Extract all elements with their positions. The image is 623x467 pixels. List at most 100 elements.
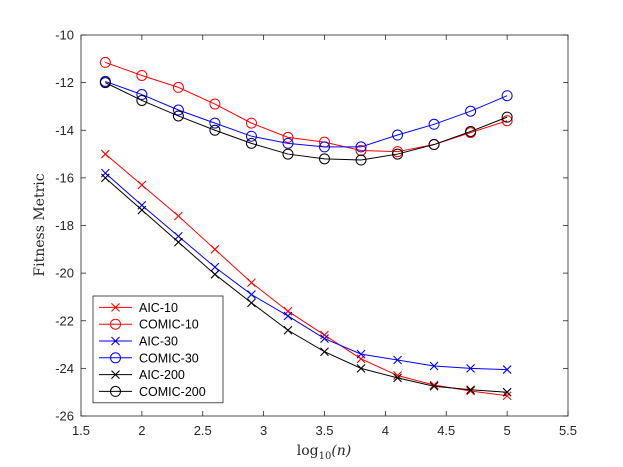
- data-point-comic-30: [501, 90, 513, 102]
- data-point-aic-200: [210, 269, 220, 279]
- data-point-aic-10: [429, 380, 439, 390]
- legend-marker-comic-10: [110, 318, 121, 330]
- data-point-comic-10: [136, 69, 148, 81]
- data-point-comic-10: [282, 131, 294, 143]
- legend: AIC-10 COMIC-10 AIC-30 COMIC-30 AIC-200 COMIC…: [92, 295, 224, 404]
- series-line-aic-30: [105, 172, 508, 371]
- legend-label-comic-10: COMIC-10: [139, 318, 199, 332]
- data-point-comic-30: [209, 117, 221, 129]
- data-point-aic-10: [466, 386, 475, 396]
- data-point-comic-200: [209, 124, 221, 136]
- data-point-aic-30: [320, 334, 329, 343]
- data-point-comic-10: [501, 115, 513, 127]
- legend-marker-aic-200: [111, 370, 120, 379]
- data-point-aic-30: [283, 311, 293, 321]
- data-point-aic-30: [502, 365, 512, 374]
- data-point-aic-200: [174, 237, 183, 247]
- y-tick-label: -10: [55, 28, 74, 43]
- legend-label-aic-30: AIC-30: [139, 335, 178, 349]
- data-point-comic-200: [282, 148, 294, 160]
- x-tick-label: 3.5: [315, 423, 333, 438]
- data-point-comic-200: [428, 139, 440, 151]
- series-line-comic-200: [105, 82, 508, 161]
- data-point-comic-30: [392, 129, 404, 141]
- data-point-comic-200: [245, 137, 257, 149]
- data-point-comic-10: [245, 117, 257, 129]
- data-point-aic-30: [247, 290, 256, 299]
- y-tick-label: -12: [55, 75, 74, 90]
- data-point-aic-10: [137, 180, 147, 190]
- legend-label-comic-200: COMIC-200: [139, 385, 206, 399]
- legend-marker-comic-200: [110, 385, 121, 397]
- data-point-aic-200: [283, 325, 293, 335]
- data-point-aic-30: [466, 363, 475, 373]
- x-tick-label: 5: [504, 423, 511, 438]
- series-line-aic-200: [105, 177, 508, 393]
- data-point-aic-30: [393, 355, 402, 365]
- series-aic-30: [100, 168, 512, 374]
- x-tick-label: 4.5: [437, 423, 455, 438]
- data-point-aic-200: [137, 205, 147, 215]
- y-tick-label: -26: [55, 409, 74, 424]
- data-point-comic-200: [392, 148, 404, 160]
- y-tick-label: -16: [55, 170, 74, 185]
- data-point-aic-10: [210, 244, 220, 254]
- data-point-comic-200: [501, 111, 513, 123]
- x-tick-label: 3: [260, 423, 267, 438]
- data-point-aic-200: [393, 373, 402, 383]
- x-axis-label: log10(n): [297, 443, 352, 462]
- data-point-comic-30: [245, 130, 257, 142]
- data-point-aic-200: [320, 347, 329, 357]
- y-tick-label: -18: [55, 218, 74, 233]
- data-point-aic-30: [429, 361, 439, 371]
- x-tick-label: 2: [138, 423, 145, 438]
- series-aic-200: [100, 173, 512, 397]
- data-point-aic-30: [356, 349, 366, 359]
- data-point-comic-30: [428, 118, 440, 130]
- data-point-aic-10: [174, 211, 183, 221]
- series-line-comic-30: [105, 80, 508, 148]
- data-point-comic-30: [355, 141, 367, 153]
- data-point-comic-10: [99, 56, 111, 68]
- data-point-comic-200: [355, 154, 367, 166]
- data-point-aic-10: [502, 391, 512, 401]
- y-tick-label: -24: [55, 361, 74, 376]
- data-point-comic-10: [172, 81, 184, 93]
- data-point-comic-30: [465, 105, 477, 117]
- y-axis-label: Fitness Metric: [32, 173, 48, 276]
- data-point-comic-30: [172, 104, 184, 116]
- data-point-aic-200: [502, 387, 512, 397]
- data-point-aic-200: [247, 298, 256, 308]
- data-point-aic-10: [320, 330, 329, 340]
- x-axis-label-base: log: [297, 443, 319, 459]
- data-point-comic-200: [172, 110, 184, 122]
- data-point-aic-10: [247, 278, 256, 288]
- data-point-aic-200: [356, 363, 366, 373]
- data-point-comic-10: [209, 98, 221, 110]
- data-point-comic-10: [392, 146, 404, 158]
- data-point-comic-30: [319, 141, 330, 153]
- x-axis-label-subscript: 10: [319, 451, 332, 462]
- legend-marker-comic-30: [110, 352, 121, 364]
- legend-label-aic-200: AIC-200: [139, 368, 185, 382]
- data-point-comic-200: [319, 153, 330, 165]
- legend-box: [92, 295, 224, 404]
- series-line-aic-10: [105, 153, 508, 397]
- legend-marker-aic-30: [111, 336, 120, 346]
- data-point-comic-200: [136, 94, 148, 106]
- y-tick-label: -22: [55, 313, 74, 328]
- x-tick-label: 5.5: [559, 423, 577, 438]
- data-point-comic-200: [465, 125, 477, 137]
- legend-label-aic-10: AIC-10: [139, 301, 178, 315]
- data-point-aic-200: [429, 381, 439, 391]
- y-tick-label: -20: [55, 266, 74, 281]
- ticks-layer: 1.5 2 2.5 3 3.5 4 4.5 5 5.5 -26 -24 -22 -20 -18 -16 -14…: [55, 28, 577, 439]
- legend-marker-aic-10: [111, 303, 120, 312]
- data-point-aic-10: [100, 149, 110, 159]
- series-comic-200: [99, 77, 513, 166]
- x-axis-label-arg: (n): [331, 443, 351, 459]
- x-tick-label: 1.5: [72, 423, 90, 438]
- legend-label-comic-30: COMIC-30: [139, 351, 199, 365]
- x-tick-label: 2.5: [194, 423, 212, 438]
